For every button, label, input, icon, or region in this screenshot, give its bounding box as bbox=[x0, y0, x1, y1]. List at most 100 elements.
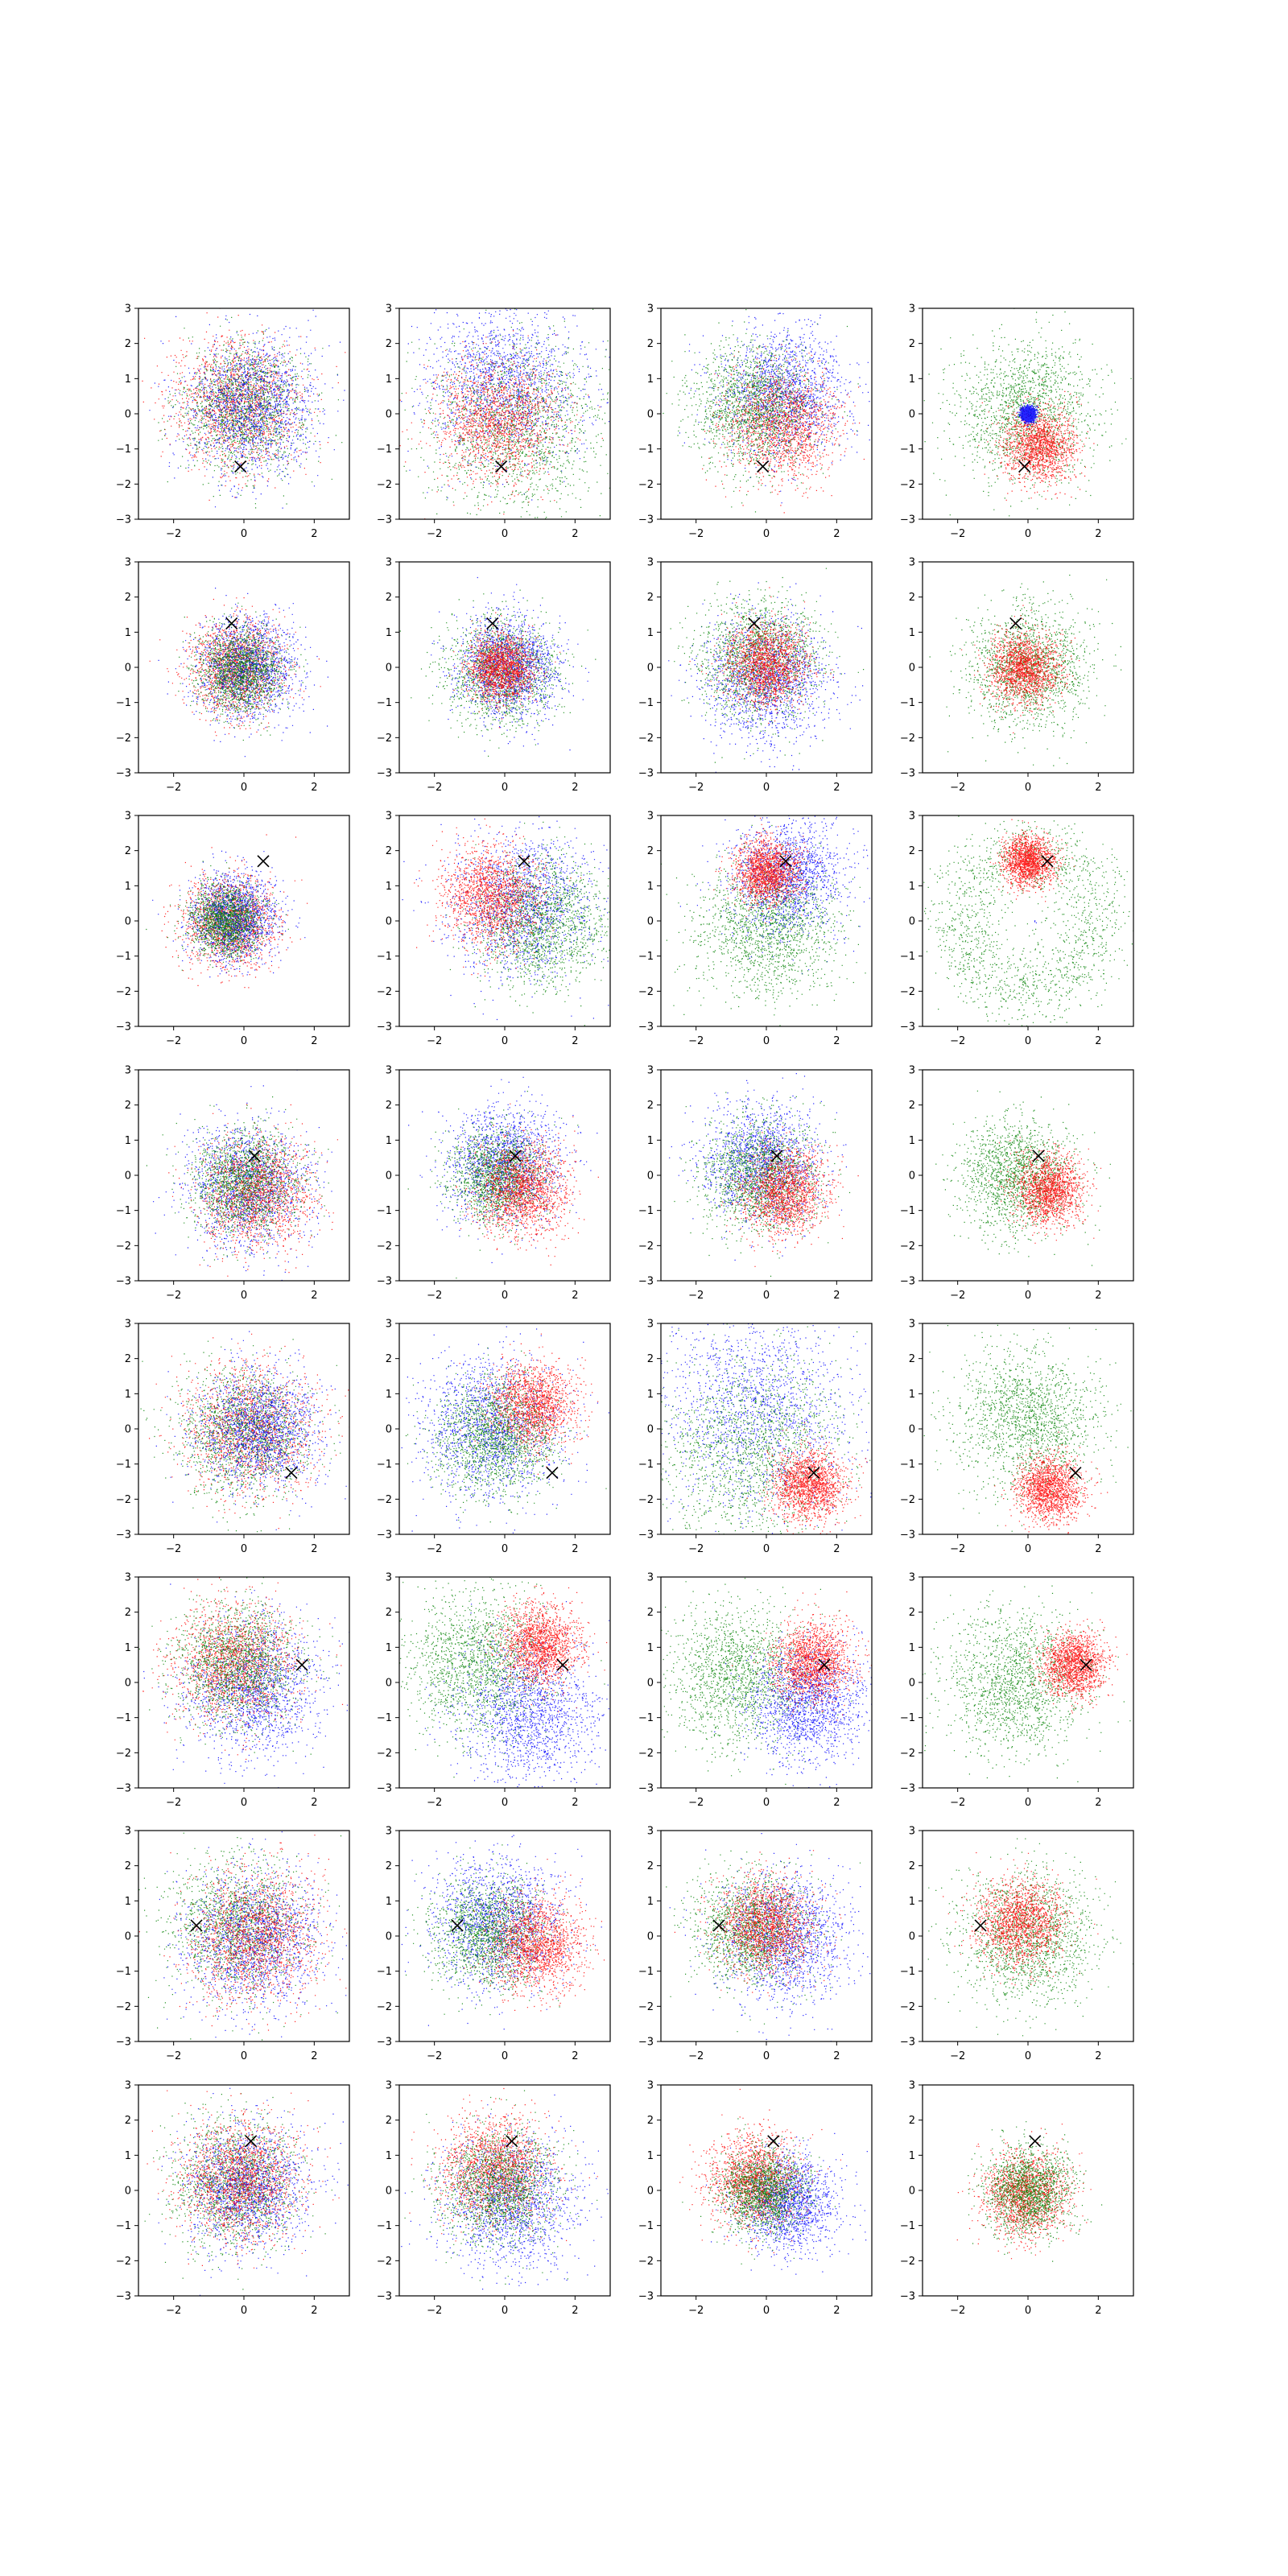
series-1-points bbox=[372, 1553, 611, 1777]
y-tick-label: 1 bbox=[386, 627, 392, 639]
y-tick-label: −1 bbox=[116, 444, 131, 456]
x-tick-label: 0 bbox=[1025, 1797, 1031, 1809]
series-0-points bbox=[408, 1077, 597, 1290]
y-tick-label: 2 bbox=[909, 845, 915, 857]
x-tick-label: 0 bbox=[1025, 782, 1031, 794]
data-points bbox=[930, 575, 1122, 766]
y-tick-label: 0 bbox=[647, 1931, 654, 1943]
series-1 bbox=[645, 1851, 861, 2033]
y-tick-label: −2 bbox=[900, 479, 915, 491]
data-points bbox=[129, 1798, 357, 2051]
y-tick-label: −1 bbox=[900, 444, 915, 456]
series-1 bbox=[372, 1553, 611, 1777]
series-1 bbox=[152, 851, 305, 977]
y-tick-label: 1 bbox=[386, 1135, 392, 1147]
series-0-points bbox=[402, 1810, 630, 2030]
y-tick-label: 0 bbox=[647, 916, 654, 928]
series-1 bbox=[989, 1137, 1101, 1244]
x-tick-label: 2 bbox=[833, 2050, 840, 2062]
y-tick-label: −2 bbox=[377, 1748, 392, 1760]
y-tick-label: 1 bbox=[647, 881, 654, 893]
x-tick-label: 0 bbox=[763, 1543, 770, 1555]
y-tick-label: −1 bbox=[900, 1712, 915, 1724]
x-tick-label: −2 bbox=[166, 1290, 181, 1302]
y-tick-label: −1 bbox=[377, 1966, 392, 1978]
y-tick-label: −3 bbox=[377, 514, 392, 526]
x-tick-label: −2 bbox=[950, 1797, 965, 1809]
series-2 bbox=[149, 287, 380, 520]
x-marker bbox=[246, 2136, 257, 2147]
series-0 bbox=[128, 1320, 361, 1542]
y-tick-label: −2 bbox=[900, 733, 915, 745]
series-1 bbox=[168, 1104, 338, 1277]
x-tick-label: −2 bbox=[688, 1290, 704, 1302]
y-tick-label: −1 bbox=[638, 2220, 654, 2232]
data-points bbox=[122, 285, 380, 520]
x-tick-label: 2 bbox=[311, 1035, 317, 1047]
series-0 bbox=[382, 229, 610, 501]
y-tick-label: 1 bbox=[386, 1389, 392, 1401]
y-tick-label: −2 bbox=[116, 1494, 131, 1506]
y-tick-label: 3 bbox=[647, 1319, 654, 1331]
series-0 bbox=[895, 1563, 1161, 1782]
x-tick-label: 0 bbox=[1025, 528, 1031, 540]
y-tick-label: −2 bbox=[116, 2256, 131, 2268]
x-tick-label: −2 bbox=[427, 1543, 442, 1555]
data-points bbox=[386, 2068, 619, 2329]
axes-frame bbox=[399, 1323, 610, 1534]
x-tick-label: −2 bbox=[166, 2305, 181, 2317]
data-points bbox=[634, 1560, 902, 1836]
y-tick-label: 0 bbox=[909, 2186, 915, 2198]
y-tick-label: 1 bbox=[647, 374, 654, 386]
y-tick-label: −3 bbox=[116, 2291, 131, 2303]
x-marker bbox=[296, 1659, 308, 1670]
y-tick-label: −1 bbox=[377, 2220, 392, 2232]
y-tick-label: −3 bbox=[900, 2291, 915, 2303]
x-tick-label: −2 bbox=[950, 782, 965, 794]
series-0 bbox=[669, 1073, 847, 1261]
series-1 bbox=[679, 2089, 841, 2253]
y-tick-label: −1 bbox=[116, 1205, 131, 1217]
y-tick-label: 3 bbox=[125, 303, 131, 316]
x-marker bbox=[191, 1920, 202, 1931]
series-1 bbox=[943, 1852, 1098, 1985]
series-0-points bbox=[679, 279, 888, 503]
y-tick-label: −1 bbox=[116, 1712, 131, 1724]
x-marker bbox=[1030, 2136, 1041, 2147]
series-1-points bbox=[659, 811, 873, 1026]
y-tick-label: 0 bbox=[909, 1678, 915, 1690]
series-0 bbox=[918, 1829, 1143, 2042]
y-tick-label: 3 bbox=[909, 1065, 915, 1077]
series-2-points bbox=[1034, 920, 1037, 923]
y-tick-label: 3 bbox=[647, 303, 654, 316]
y-tick-label: 0 bbox=[647, 1678, 654, 1690]
x-tick-label: −2 bbox=[688, 782, 704, 794]
series-0 bbox=[581, 1232, 946, 1597]
y-tick-label: −1 bbox=[638, 1712, 654, 1724]
data-points bbox=[679, 2089, 868, 2275]
y-tick-label: −1 bbox=[900, 1205, 915, 1217]
x-tick-label: −2 bbox=[688, 1035, 704, 1047]
x-tick-label: −2 bbox=[688, 2050, 704, 2062]
data-points bbox=[150, 588, 328, 757]
y-tick-label: −2 bbox=[116, 2001, 131, 2013]
y-tick-label: 3 bbox=[386, 2080, 392, 2092]
y-tick-label: 0 bbox=[909, 1931, 915, 1943]
series-0 bbox=[670, 1833, 889, 2042]
y-tick-label: 0 bbox=[386, 409, 392, 421]
x-tick-label: 2 bbox=[572, 1035, 578, 1047]
y-tick-label: 2 bbox=[125, 1353, 131, 1365]
data-points bbox=[369, 1320, 621, 1574]
x-tick-label: −2 bbox=[427, 1797, 442, 1809]
y-tick-label: −2 bbox=[900, 2001, 915, 2013]
y-tick-label: −3 bbox=[638, 1783, 654, 1795]
series-1-points bbox=[645, 1851, 861, 2033]
y-tick-label: 0 bbox=[647, 1424, 654, 1436]
